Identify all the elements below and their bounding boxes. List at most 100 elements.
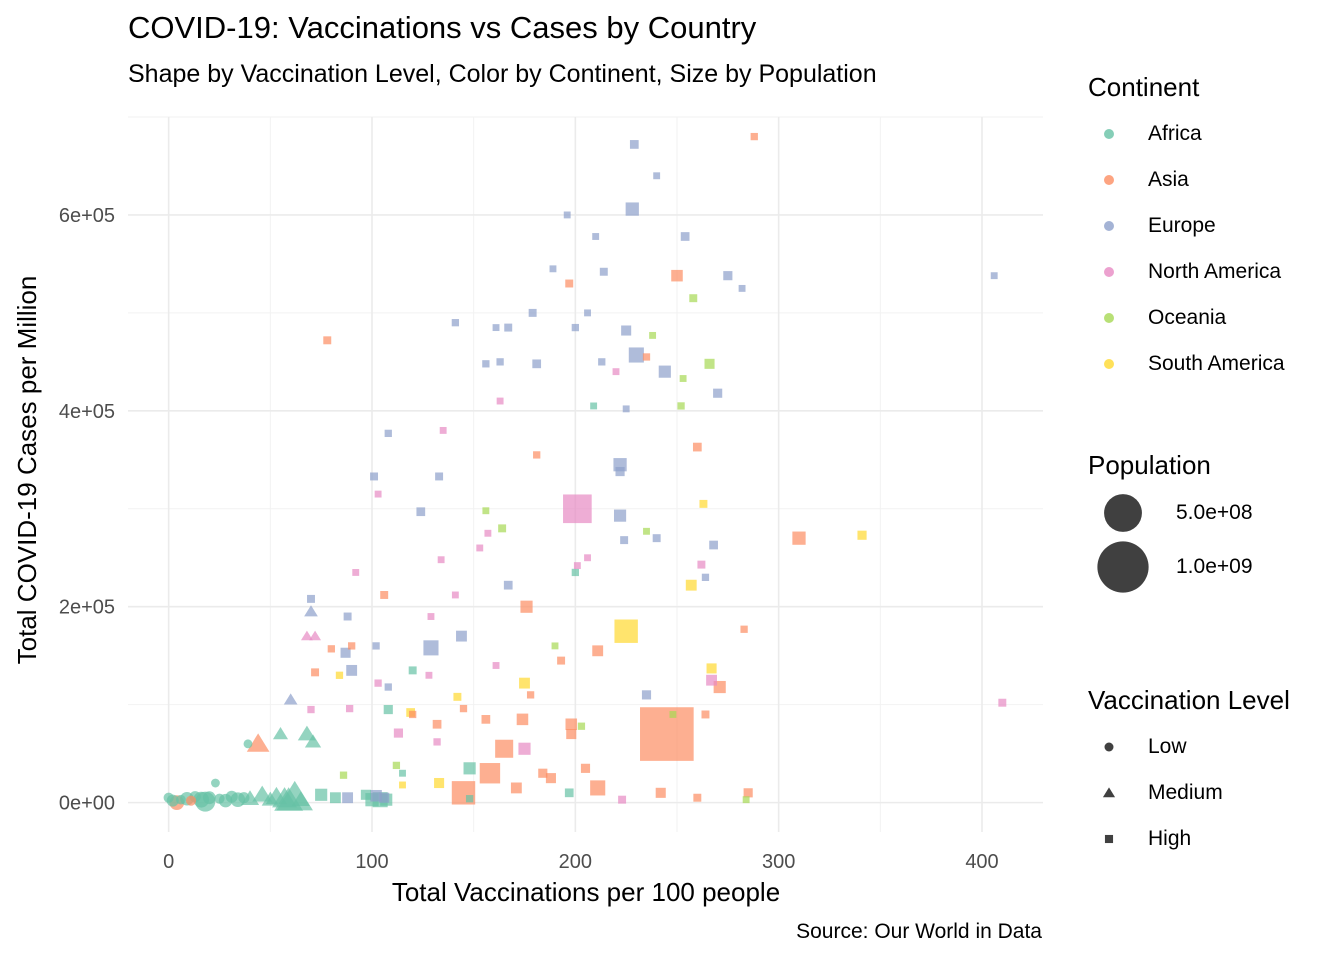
legend-key (1088, 251, 1130, 293)
legend-key (1088, 539, 1158, 596)
data-point (614, 619, 638, 643)
legend-continent-items: Africa Asia Europe North America Oceania Sout… (1088, 111, 1285, 387)
data-point (243, 739, 253, 749)
data-point (437, 556, 445, 564)
legend-swatch (1104, 267, 1114, 277)
data-point (360, 789, 371, 800)
data-point (598, 358, 606, 366)
data-point (713, 388, 723, 398)
data-point (545, 773, 556, 784)
data-point (738, 284, 746, 292)
data-point (315, 788, 328, 801)
data-point (564, 788, 574, 798)
legend-label: North America (1148, 260, 1282, 283)
data-point (653, 172, 661, 180)
data-point (211, 778, 220, 788)
x-tick-label: 0 (163, 851, 174, 873)
data-point (679, 375, 687, 382)
legend-swatch (1104, 359, 1114, 369)
legend-label: 1.0e+09 (1176, 555, 1253, 579)
data-point (742, 796, 750, 804)
data-point (643, 527, 650, 535)
data-point (566, 729, 577, 740)
data-point (685, 579, 697, 591)
y-tick-label: 0e+00 (59, 793, 115, 815)
legend-swatch (1104, 313, 1114, 323)
x-tick-label: 100 (355, 851, 388, 873)
legend-key (1088, 297, 1130, 339)
data-point (176, 794, 186, 805)
data-point (750, 132, 758, 141)
legend-population: Population 5.0e+08 1.0e+09 (1088, 450, 1253, 598)
data-point (599, 267, 608, 276)
data-point (680, 232, 690, 241)
legend-item-population: 1.0e+09 (1088, 537, 1253, 598)
data-point (340, 647, 351, 658)
data-point (283, 693, 298, 705)
data-point (348, 642, 356, 650)
data-point (528, 308, 537, 317)
data-point (393, 728, 404, 738)
data-point (642, 353, 651, 361)
data-point (520, 600, 533, 613)
data-point (592, 233, 600, 240)
data-point (652, 534, 661, 543)
legend-key (1088, 772, 1130, 814)
data-point (392, 761, 401, 770)
data-point (563, 211, 571, 219)
data-point (163, 792, 174, 803)
data-point (857, 530, 867, 540)
data-point (238, 792, 250, 804)
legend-label: Africa (1148, 122, 1202, 145)
data-point (580, 763, 591, 773)
data-point (629, 140, 639, 149)
legend-item-population: 5.0e+08 (1088, 489, 1253, 537)
data-point (246, 733, 270, 752)
data-point (697, 560, 706, 569)
data-point (655, 787, 666, 798)
legend-population-items: 5.0e+08 1.0e+09 (1088, 489, 1253, 598)
data-point (346, 664, 358, 676)
data-point (571, 323, 579, 332)
legend-key (1088, 343, 1130, 385)
data-point (185, 795, 197, 806)
legend-shape-square (1104, 834, 1114, 844)
data-point (311, 668, 320, 677)
data-point (692, 442, 702, 452)
data-point (439, 426, 447, 434)
data-point (495, 739, 514, 758)
data-point (620, 536, 629, 545)
data-point (307, 705, 315, 714)
legend-key (1088, 113, 1130, 155)
data-point (339, 771, 348, 779)
data-point (723, 271, 733, 281)
x-tick-label: 200 (559, 851, 592, 873)
data-point (701, 710, 710, 719)
data-point (380, 591, 389, 599)
data-point (481, 715, 491, 724)
data-point (272, 727, 289, 740)
data-point (577, 722, 586, 730)
chart-caption: Source: Our World in Data (796, 920, 1042, 943)
legend-label: Low (1148, 735, 1187, 758)
y-axis-ticks: 0e+00 2e+05 4e+05 6e+05 (59, 205, 115, 815)
data-point (408, 666, 417, 675)
data-point (304, 605, 318, 617)
data-point (706, 663, 717, 674)
data-point (584, 554, 591, 562)
data-point (329, 792, 341, 804)
data-point (699, 499, 708, 508)
data-point (409, 710, 417, 719)
legend-key (1088, 205, 1130, 247)
data-point (592, 645, 604, 657)
data-point (618, 795, 627, 804)
data-point (622, 405, 630, 413)
legend-item-continent: Africa (1088, 111, 1285, 157)
data-point (492, 324, 500, 332)
data-point (533, 451, 541, 459)
data-point (202, 791, 216, 805)
data-point (557, 656, 566, 665)
data-point (709, 540, 718, 550)
data-point (352, 569, 360, 576)
data-point (492, 662, 500, 669)
